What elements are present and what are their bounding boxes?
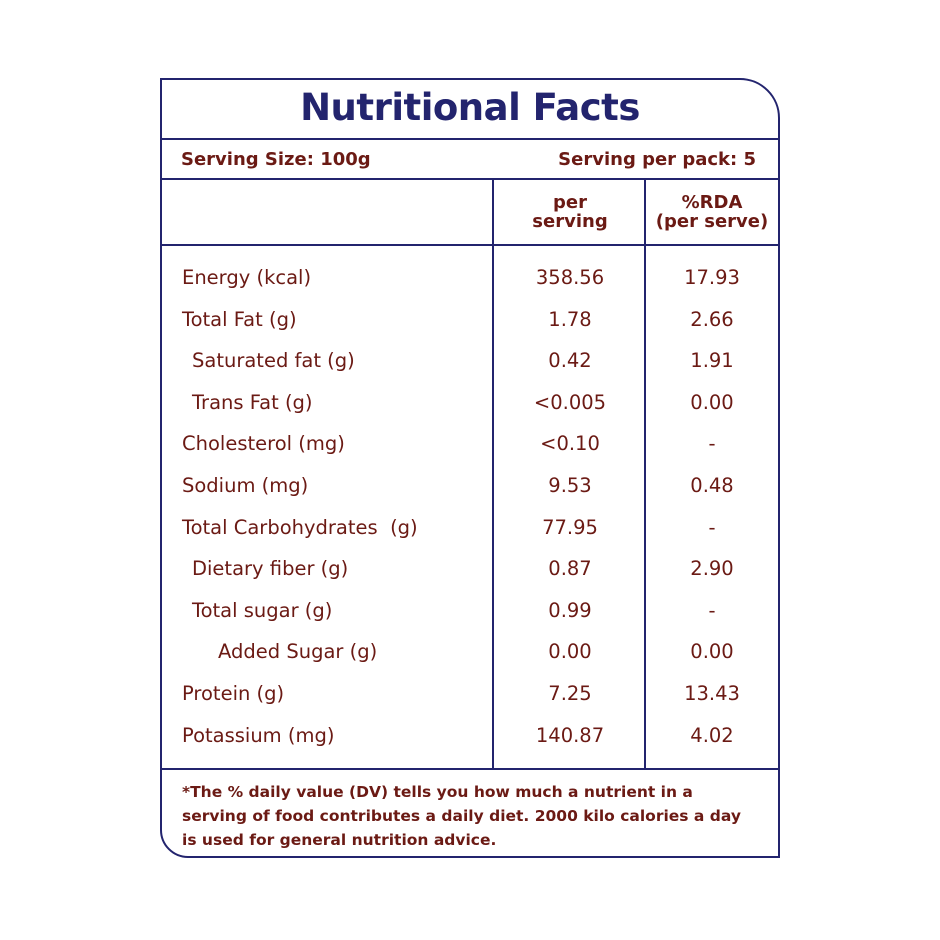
rda-value: - — [708, 598, 716, 622]
header-line: per — [553, 192, 587, 213]
table-row: Saturated fat (g) 0.42 1.91 — [162, 341, 778, 381]
per-serving-value: 0.00 — [548, 640, 592, 664]
rda-value: - — [708, 515, 716, 539]
nutrition-facts-panel: Nutritional Facts Serving Size: 100g Ser… — [160, 78, 780, 858]
divider — [162, 244, 778, 246]
table-row: Total Fat (g) 1.78 2.66 — [162, 300, 778, 340]
nutrient-label: Dietary fiber (g) — [192, 557, 349, 581]
table-row: Trans Fat (g) <0.005 0.00 — [162, 383, 778, 423]
rda-value: 2.90 — [690, 557, 734, 581]
table-row: Energy (kcal) 358.56 17.93 — [162, 258, 778, 298]
nutrient-label: Energy (kcal) — [182, 266, 312, 289]
per-serving-value: <0.10 — [540, 432, 600, 456]
table-row: Dietary fiber (g) 0.87 2.90 — [162, 549, 778, 589]
nutrient-label: Protein (g) — [182, 682, 285, 705]
divider — [162, 768, 778, 770]
rda-value: 4.02 — [690, 723, 734, 747]
rda-value: 0.00 — [690, 390, 734, 414]
per-serving-value: 358.56 — [535, 266, 605, 289]
nutrient-label: Added Sugar (g) — [218, 640, 378, 664]
per-serving-value: 0.87 — [548, 557, 592, 581]
nutrient-label: Saturated fat (g) — [192, 349, 355, 373]
per-serving-value: 7.25 — [548, 682, 592, 705]
column-header-rda: %RDA (per serve) — [637, 193, 787, 231]
nutrient-label: Total Carbohydrates (g) — [182, 515, 418, 539]
rda-value: 1.91 — [690, 349, 734, 373]
nutrient-label: Trans Fat (g) — [192, 390, 313, 414]
footnote: *The % daily value (DV) tells you how mu… — [182, 783, 741, 849]
table-row: Protein (g) 7.25 13.43 — [162, 674, 778, 714]
rda-value: 2.66 — [690, 307, 734, 331]
nutrient-label: Total sugar (g) — [192, 598, 333, 622]
per-serving-value: 77.95 — [542, 515, 598, 539]
nutrient-label: Total Fat (g) — [182, 307, 297, 331]
table-row: Potassium (mg) 140.87 4.02 — [162, 716, 778, 756]
nutrient-label: Sodium (mg) — [182, 474, 309, 497]
header-line: %RDA — [681, 192, 743, 213]
rda-value: 0.00 — [690, 640, 734, 664]
panel-title: Nutritional Facts — [300, 86, 640, 129]
rda-value: 17.93 — [684, 266, 740, 289]
rda-value: 0.48 — [690, 474, 734, 497]
nutrient-label: Cholesterol (mg) — [182, 432, 345, 456]
divider — [162, 138, 778, 140]
table-row: Sodium (mg) 9.53 0.48 — [162, 466, 778, 506]
rda-value: 13.43 — [684, 682, 740, 705]
table-row: Total Carbohydrates (g) 77.95 - — [162, 508, 778, 548]
column-divider — [492, 179, 494, 770]
divider — [162, 178, 778, 180]
column-header-per-serving: per serving — [495, 193, 645, 231]
table-row: Cholesterol (mg) <0.10 - — [162, 424, 778, 464]
column-divider — [644, 179, 646, 770]
table-row: Total sugar (g) 0.99 - — [162, 591, 778, 631]
per-serving-value: 0.42 — [548, 349, 592, 373]
per-serving-value: 1.78 — [548, 307, 592, 331]
serving-per-pack: Serving per pack: 5 — [558, 149, 756, 170]
serving-size: Serving Size: 100g — [181, 149, 371, 170]
header-line: serving — [532, 211, 608, 232]
per-serving-value: 0.99 — [548, 598, 592, 622]
rda-value: - — [708, 432, 716, 456]
header-line: (per serve) — [655, 211, 769, 232]
table-row: Added Sugar (g) 0.00 0.00 — [162, 632, 778, 672]
per-serving-value: 9.53 — [548, 474, 592, 497]
nutrient-label: Potassium (mg) — [182, 723, 335, 747]
per-serving-value: <0.005 — [533, 390, 607, 414]
per-serving-value: 140.87 — [535, 723, 605, 747]
